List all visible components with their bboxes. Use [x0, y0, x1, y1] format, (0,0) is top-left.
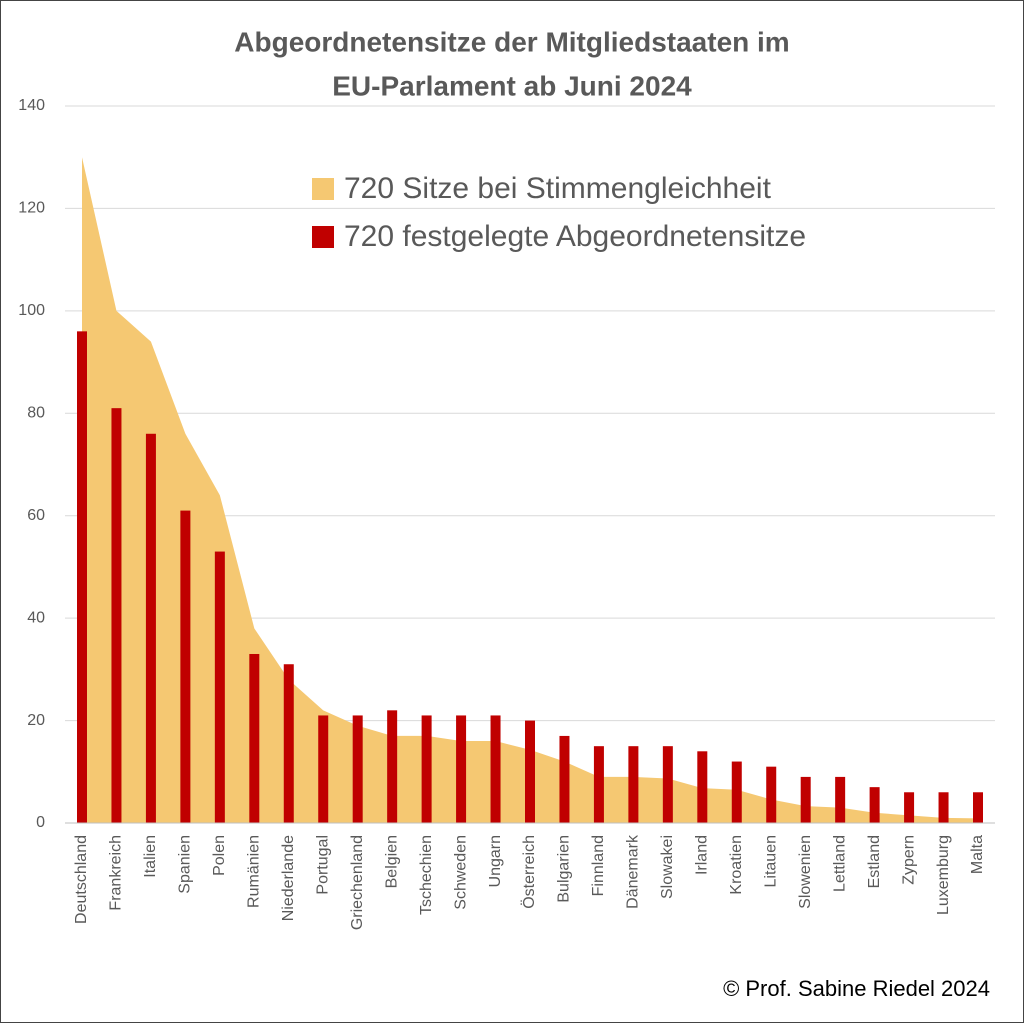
bar: [490, 715, 501, 823]
x-tick-label: Portugal: [314, 835, 331, 895]
x-tick-label: Zypern: [900, 835, 917, 885]
x-tick-label: Tschechien: [418, 835, 435, 915]
x-tick-label: Slowenien: [797, 835, 814, 909]
y-tick-label: 80: [27, 405, 45, 422]
bar: [973, 792, 983, 823]
bar: [731, 761, 742, 823]
legend-swatch: [312, 178, 334, 200]
bar: [456, 715, 467, 823]
bar: [938, 792, 949, 823]
bar: [249, 653, 260, 823]
bar: [766, 766, 777, 823]
bar: [180, 510, 191, 823]
x-tick-label: Bulgarien: [556, 835, 573, 903]
x-tick-label: Spanien: [177, 835, 194, 894]
bar: [869, 787, 880, 823]
x-tick-label: Polen: [211, 835, 228, 876]
area: [82, 157, 978, 823]
bar: [387, 710, 398, 823]
x-tick-label: Rumänien: [246, 835, 263, 908]
x-tick-label: Litauen: [762, 835, 779, 888]
y-tick-label: 120: [18, 200, 45, 217]
x-tick-label: Lettland: [831, 835, 848, 892]
y-tick-label: 60: [27, 507, 45, 524]
x-tick-label: Niederlande: [280, 835, 297, 921]
bar: [111, 408, 122, 823]
bar: [145, 433, 156, 823]
x-tick-label: Dänemark: [625, 834, 642, 909]
legend-swatch: [312, 226, 334, 248]
chart-title: EU-Parlament ab Juni 2024: [332, 70, 692, 101]
x-tick-label: Finnland: [590, 835, 607, 896]
bar: [835, 776, 846, 823]
x-tick-label: Luxemburg: [935, 835, 952, 915]
bar: [318, 715, 329, 823]
x-tick-label: Ungarn: [487, 835, 504, 887]
y-tick-label: 100: [18, 302, 45, 319]
y-tick-label: 140: [18, 97, 45, 114]
bar: [662, 746, 673, 823]
x-tick-label: Frankreich: [108, 835, 125, 911]
bar: [421, 715, 432, 823]
legend-label: 720 festgelegte Abgeordnetensitze: [344, 220, 806, 253]
x-tick-label: Italien: [142, 835, 159, 878]
y-tick-label: 40: [27, 609, 45, 626]
y-tick-label: 0: [36, 814, 45, 831]
bar: [214, 551, 225, 823]
bar: [697, 751, 708, 823]
x-tick-label: Belgien: [383, 835, 400, 888]
x-tick-label: Griechenland: [349, 835, 366, 930]
x-tick-label: Estland: [866, 835, 883, 888]
bar: [77, 331, 87, 823]
footer: © Prof. Sabine Riedel 2024: [723, 976, 990, 1001]
x-tick-label: Slowakei: [659, 835, 676, 899]
bar: [559, 735, 570, 823]
bar: [904, 792, 915, 823]
bar: [628, 746, 639, 823]
x-tick-label: Malta: [969, 835, 986, 874]
chart-title: Abgeordnetensitze der Mitgliedstaaten im: [234, 26, 789, 57]
x-tick-label: Schweden: [452, 835, 469, 910]
x-tick-label: Deutschland: [73, 835, 90, 924]
bar: [283, 664, 294, 823]
bar: [593, 746, 604, 823]
x-tick-label: Kroatien: [728, 835, 745, 895]
bar: [525, 720, 535, 823]
legend-label: 720 Sitze bei Stimmengleichheit: [344, 172, 772, 205]
x-tick-label: Österreich: [520, 835, 538, 909]
bar: [352, 715, 363, 823]
bar: [800, 776, 811, 823]
y-tick-label: 20: [27, 712, 45, 729]
x-tick-label: Irland: [694, 835, 711, 875]
